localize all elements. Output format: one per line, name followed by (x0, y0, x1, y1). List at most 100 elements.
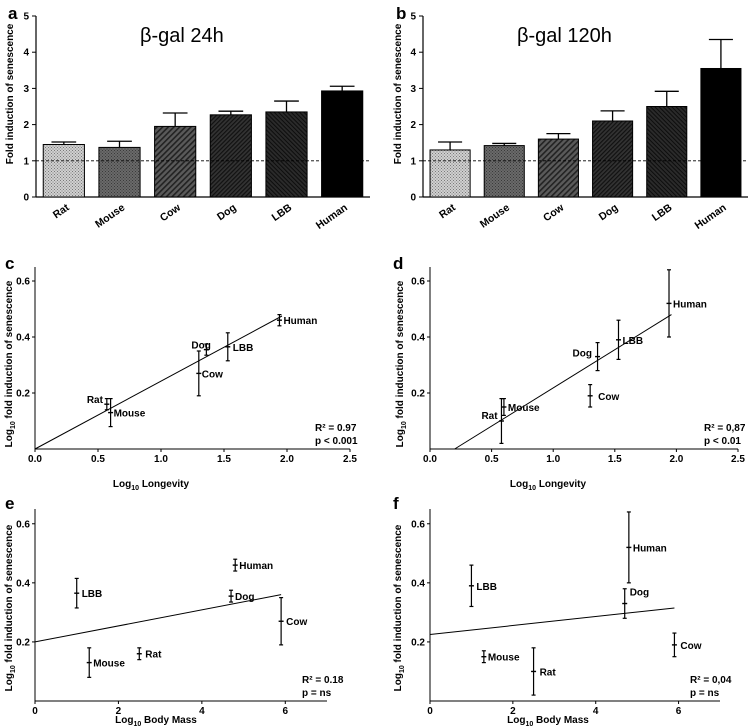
panel-d-fit-line (454, 314, 672, 450)
panel-d-xtick-label: 1.5 (608, 454, 622, 465)
panel-e-xtick-label: 6 (283, 706, 289, 717)
panel-e-xtick-label: 0 (32, 706, 38, 717)
category-label-rat: Rat (437, 201, 458, 221)
panel-f-xtick-label: 0 (427, 706, 433, 717)
category-label-dog: Dog (215, 202, 239, 224)
point-label-rat: Rat (87, 395, 104, 406)
bar-human (321, 90, 364, 198)
panel-d-xtick-label: 0.5 (485, 454, 499, 465)
panel-c: c Log10 fold induction of senescence Log… (4, 254, 358, 492)
panel-f-r2: R² = 0,04 (690, 675, 732, 686)
point-label-human: Human (283, 316, 317, 327)
point-label-human: Human (633, 543, 667, 554)
panel-e-ytick-label: 0.4 (16, 578, 30, 589)
bar-dog (209, 114, 252, 198)
panel-f-ylabel: Log10 fold induction of senescence (393, 524, 406, 691)
panel-d: d Log10 fold induction of senescence Log… (393, 254, 746, 492)
panel-b: b β-gal 120h Fold induction of senescenc… (393, 4, 748, 232)
panel-e-ytick-label: 0.2 (16, 637, 30, 648)
bar-rat (429, 149, 471, 198)
panel-d-xtick-label: 1.0 (546, 454, 560, 465)
panel-d-ytick-label: 0.2 (411, 389, 425, 400)
panel-c-xtick-label: 0.5 (91, 454, 105, 465)
panel-a-ylabel: Fold induction of senescence (5, 23, 16, 164)
panel-c-ytick-label: 0.4 (16, 333, 30, 344)
panel-e-ylabel: Log10 fold induction of senescence (4, 524, 17, 691)
panel-d-xtick-label: 2.5 (731, 454, 745, 465)
panel-c-ytick-label: 0.6 (16, 277, 30, 288)
panel-f-xtick-label: 2 (510, 706, 516, 717)
panel-e-label: e (5, 494, 14, 513)
panel-a-ytick-label: 1 (23, 156, 29, 167)
panel-a-ytick-label: 2 (23, 120, 29, 131)
panel-a-label: a (8, 4, 18, 23)
panel-d-label: d (393, 254, 403, 273)
category-label-mouse: Mouse (93, 202, 127, 231)
panel-b-ytick-label: 4 (410, 48, 416, 59)
panel-d-p: p < 0.01 (704, 436, 741, 447)
point-label-lbb: LBB (233, 343, 254, 354)
panel-b-ytick-label: 0 (410, 193, 416, 204)
panel-f: f Log10 fold induction of senescence Log… (393, 494, 732, 727)
panel-b-ytick-label: 1 (410, 156, 416, 167)
panel-b-title: β-gal 120h (517, 25, 612, 47)
panel-b-label: b (396, 4, 406, 23)
panel-f-xtick-label: 4 (593, 706, 599, 717)
category-label-human: Human (693, 202, 729, 232)
bar-mouse (98, 146, 141, 198)
panel-f-xtick-label: 6 (676, 706, 682, 717)
panel-f-xlabel: Log10 Body Mass (507, 715, 589, 727)
panel-b-ytick-label: 2 (410, 120, 416, 131)
panel-e-fit-line (34, 594, 282, 643)
point-label-dog: Dog (573, 349, 592, 360)
panel-e-p: p = ns (302, 688, 332, 699)
bar-cow (537, 138, 579, 198)
bar-rat (42, 144, 85, 198)
point-label-mouse: Mouse (93, 659, 125, 670)
point-label-mouse: Mouse (488, 653, 520, 664)
panel-a: a β-gal 24h Fold induction of senescence… (5, 4, 370, 232)
bar-lbb (265, 111, 308, 198)
panel-d-ytick-label: 0.4 (411, 333, 425, 344)
point-label-rat: Rat (481, 411, 498, 422)
panel-f-label: f (393, 494, 399, 513)
panel-a-ytick-label: 5 (23, 12, 29, 23)
panel-d-r2: R² = 0,87 (704, 423, 746, 434)
category-label-lbb: LBB (270, 201, 295, 223)
panel-c-xtick-label: 1.0 (154, 454, 168, 465)
panel-b-ylabel: Fold induction of senescence (393, 23, 404, 164)
panel-e-ytick-label: 0.6 (16, 519, 30, 530)
panel-a-ytick-label: 3 (23, 84, 29, 95)
panel-c-xtick-label: 2.5 (343, 454, 357, 465)
point-label-dog: Dog (630, 588, 649, 599)
panel-f-ytick-label: 0.2 (411, 637, 425, 648)
point-label-lbb: LBB (476, 582, 497, 593)
category-label-cow: Cow (158, 201, 184, 224)
panel-e-xlabel: Log10 Body Mass (115, 715, 197, 727)
panel-d-ytick-label: 0.6 (411, 277, 425, 288)
point-label-cow: Cow (680, 641, 701, 652)
panel-a-title: β-gal 24h (140, 25, 224, 47)
point-label-cow: Cow (286, 617, 307, 628)
panel-a-ytick-label: 4 (23, 48, 29, 59)
panel-d-ylabel: Log10 fold induction of senescence (395, 280, 408, 447)
panel-d-xtick-label: 0.0 (423, 454, 437, 465)
category-label-mouse: Mouse (478, 202, 512, 231)
bar-lbb (646, 106, 688, 198)
panel-f-ytick-label: 0.4 (411, 578, 425, 589)
panel-c-ytick-label: 0.2 (16, 389, 30, 400)
point-label-dog: Dog (235, 592, 254, 603)
panel-c-xlabel: Log10 Longevity (113, 479, 190, 492)
panel-f-ytick-label: 0.6 (411, 519, 425, 530)
bar-dog (592, 120, 634, 198)
point-label-mouse: Mouse (114, 409, 146, 420)
point-label-rat: Rat (145, 650, 162, 661)
point-label-mouse: Mouse (508, 403, 540, 414)
panel-b-ytick-label: 5 (410, 12, 416, 23)
point-label-lbb: LBB (622, 336, 643, 347)
point-label-cow: Cow (202, 369, 223, 380)
panel-e: e Log10 fold induction of senescence Log… (4, 494, 344, 727)
bar-cow (154, 125, 197, 198)
category-label-cow: Cow (541, 201, 567, 224)
